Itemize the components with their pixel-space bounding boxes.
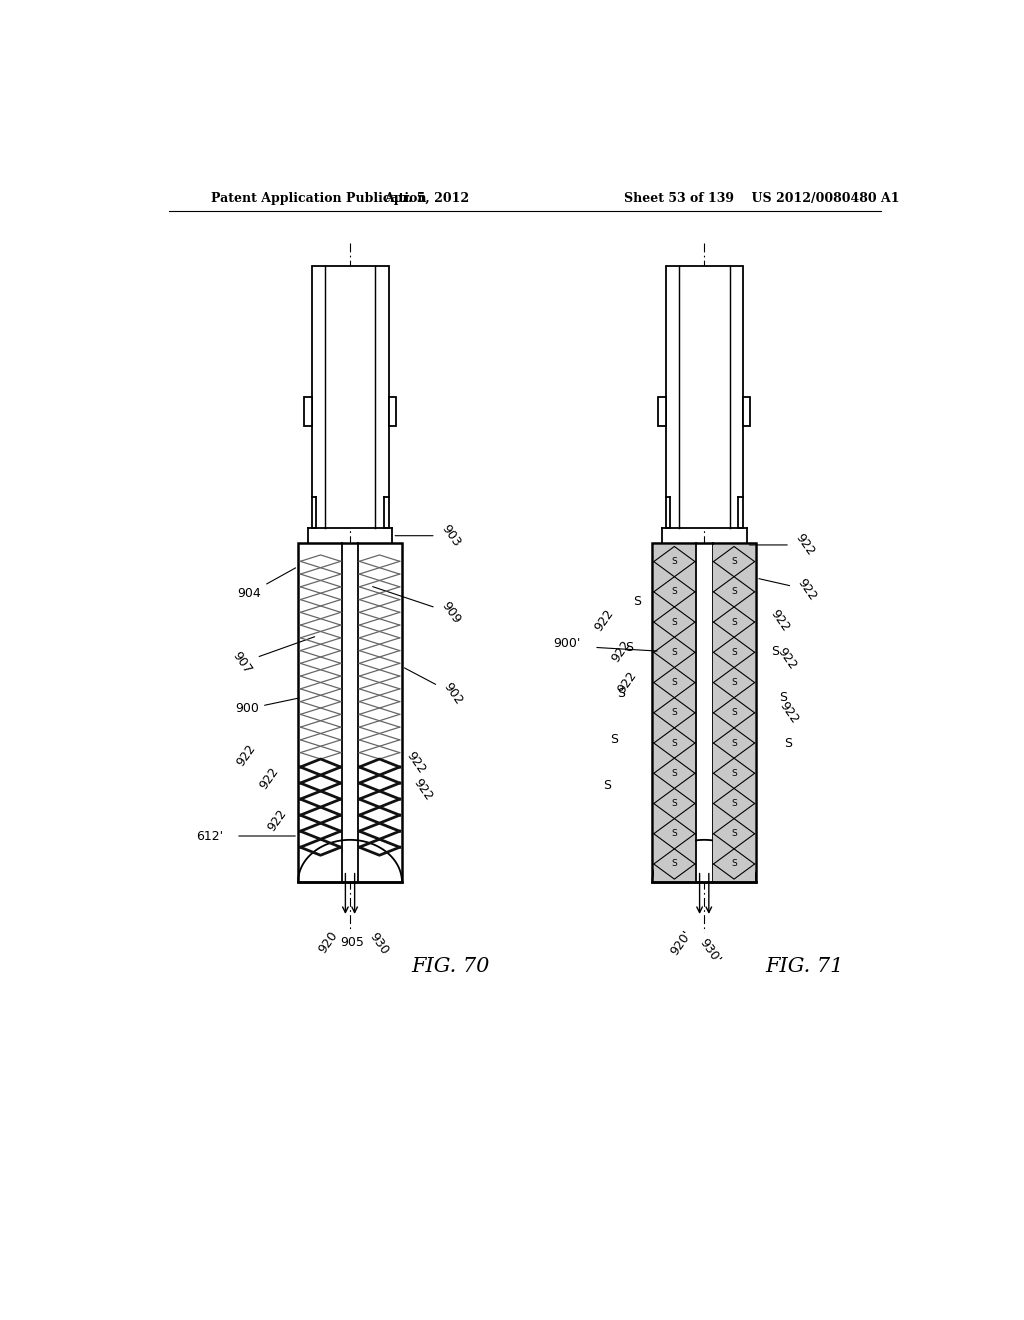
Text: 902: 902: [404, 668, 465, 708]
Text: S: S: [731, 859, 737, 869]
Text: 922: 922: [615, 669, 639, 696]
Bar: [666, 267, 742, 528]
Text: S: S: [672, 829, 677, 838]
Text: 922: 922: [257, 764, 282, 792]
Text: 930': 930': [697, 936, 724, 966]
Text: S: S: [731, 618, 737, 627]
Text: S: S: [731, 587, 737, 597]
Text: 930: 930: [368, 931, 391, 957]
Text: 903: 903: [395, 523, 463, 549]
Text: S: S: [672, 648, 677, 657]
Text: 905: 905: [340, 936, 365, 949]
Text: FIG. 70: FIG. 70: [412, 957, 490, 977]
Text: S: S: [625, 640, 633, 653]
Text: S: S: [731, 678, 737, 686]
Text: Patent Application Publication: Patent Application Publication: [211, 191, 427, 205]
Text: S: S: [672, 859, 677, 869]
Text: S: S: [779, 690, 787, 704]
Bar: [653, 545, 695, 880]
Text: S: S: [603, 779, 611, 792]
Text: 922: 922: [768, 607, 792, 634]
Text: S: S: [784, 737, 793, 750]
Text: S: S: [731, 799, 737, 808]
Text: 612': 612': [196, 829, 223, 842]
Text: S: S: [672, 739, 677, 747]
Text: 922: 922: [403, 750, 428, 776]
Text: 922: 922: [777, 700, 801, 726]
Text: 920': 920': [668, 928, 694, 958]
Bar: [388, 397, 396, 426]
Text: 922: 922: [759, 577, 819, 603]
Text: S: S: [609, 733, 617, 746]
Text: 907: 907: [229, 636, 314, 676]
Text: 922: 922: [750, 532, 817, 558]
Text: S: S: [731, 768, 737, 777]
Text: S: S: [633, 594, 641, 607]
Text: 920: 920: [316, 928, 341, 956]
Text: S: S: [731, 709, 737, 717]
Text: 922: 922: [411, 776, 435, 803]
Text: S: S: [672, 678, 677, 686]
Text: 922: 922: [775, 645, 800, 672]
Bar: [658, 397, 666, 426]
Text: S: S: [672, 799, 677, 808]
Bar: [304, 397, 311, 426]
Text: S: S: [672, 587, 677, 597]
Text: S: S: [672, 557, 677, 566]
Text: S: S: [672, 709, 677, 717]
Text: S: S: [617, 686, 626, 700]
Text: S: S: [731, 557, 737, 566]
Text: 909: 909: [373, 586, 463, 626]
Bar: [742, 397, 751, 426]
Bar: [298, 544, 402, 882]
Text: 922: 922: [265, 808, 289, 834]
Bar: [714, 545, 755, 880]
Text: S: S: [731, 829, 737, 838]
Text: 900: 900: [236, 698, 299, 715]
Text: 900': 900': [554, 638, 581, 649]
Text: 904: 904: [238, 568, 296, 601]
Text: S: S: [672, 768, 677, 777]
Text: S: S: [731, 648, 737, 657]
Text: S: S: [731, 739, 737, 747]
Text: 922: 922: [233, 742, 258, 768]
Text: Apr. 5, 2012: Apr. 5, 2012: [384, 191, 470, 205]
Text: 922: 922: [592, 607, 616, 634]
Text: S: S: [771, 644, 779, 657]
Text: 922: 922: [609, 638, 633, 664]
Text: Sheet 53 of 139    US 2012/0080480 A1: Sheet 53 of 139 US 2012/0080480 A1: [625, 191, 900, 205]
Bar: [311, 267, 388, 528]
Bar: [652, 544, 756, 882]
Text: S: S: [672, 618, 677, 627]
Text: FIG. 71: FIG. 71: [766, 957, 844, 977]
